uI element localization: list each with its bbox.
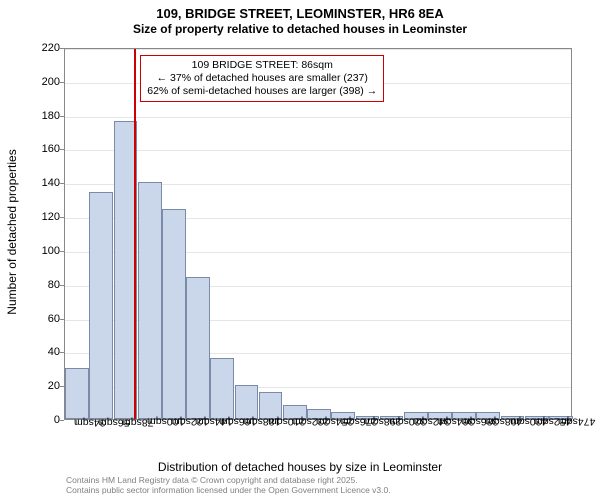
footer-line-2: Contains public sector information licen… bbox=[66, 486, 391, 496]
y-tick-mark bbox=[59, 386, 64, 387]
y-tick-label: 200 bbox=[20, 76, 60, 88]
y-tick-label: 20 bbox=[20, 380, 60, 392]
gridline bbox=[65, 150, 571, 151]
histogram-bar bbox=[186, 277, 210, 419]
chart-title: 109, BRIDGE STREET, LEOMINSTER, HR6 8EA bbox=[0, 6, 600, 22]
y-tick-mark bbox=[59, 352, 64, 353]
y-tick-label: 120 bbox=[20, 211, 60, 223]
y-tick-mark bbox=[59, 420, 64, 421]
y-tick-mark bbox=[59, 116, 64, 117]
y-tick-mark bbox=[59, 183, 64, 184]
chart-subtitle: Size of property relative to detached ho… bbox=[0, 22, 600, 37]
histogram-bar bbox=[89, 192, 113, 419]
reference-line bbox=[134, 49, 136, 419]
histogram-bar bbox=[235, 385, 259, 419]
y-tick-label: 180 bbox=[20, 110, 60, 122]
attribution-footer: Contains HM Land Registry data © Crown c… bbox=[66, 476, 391, 496]
chart-title-block: 109, BRIDGE STREET, LEOMINSTER, HR6 8EA … bbox=[0, 0, 600, 37]
histogram-bar bbox=[138, 182, 162, 419]
callout-line: 62% of semi-detached houses are larger (… bbox=[147, 85, 377, 98]
y-tick-mark bbox=[59, 82, 64, 83]
y-tick-mark bbox=[59, 285, 64, 286]
chart-plot-area: 109 BRIDGE STREET: 86sqm← 37% of detache… bbox=[64, 48, 572, 420]
histogram-bar bbox=[162, 209, 186, 419]
y-tick-mark bbox=[59, 217, 64, 218]
y-axis-label: Number of detached properties bbox=[5, 149, 19, 314]
y-tick-label: 100 bbox=[20, 245, 60, 257]
y-tick-mark bbox=[59, 319, 64, 320]
x-axis-label: Distribution of detached houses by size … bbox=[0, 460, 600, 474]
y-tick-label: 220 bbox=[20, 42, 60, 54]
y-tick-label: 160 bbox=[20, 143, 60, 155]
y-tick-label: 140 bbox=[20, 177, 60, 189]
y-tick-label: 60 bbox=[20, 313, 60, 325]
gridline bbox=[65, 117, 571, 118]
callout-box: 109 BRIDGE STREET: 86sqm← 37% of detache… bbox=[140, 55, 384, 102]
callout-line: ← 37% of detached houses are smaller (23… bbox=[147, 72, 377, 85]
histogram-bar bbox=[65, 368, 89, 419]
y-tick-mark bbox=[59, 251, 64, 252]
y-tick-label: 0 bbox=[20, 414, 60, 426]
histogram-bar bbox=[210, 358, 234, 419]
y-tick-label: 40 bbox=[20, 346, 60, 358]
callout-line: 109 BRIDGE STREET: 86sqm bbox=[147, 59, 377, 72]
y-tick-mark bbox=[59, 48, 64, 49]
y-tick-label: 80 bbox=[20, 279, 60, 291]
gridline bbox=[65, 49, 571, 50]
y-tick-mark bbox=[59, 149, 64, 150]
